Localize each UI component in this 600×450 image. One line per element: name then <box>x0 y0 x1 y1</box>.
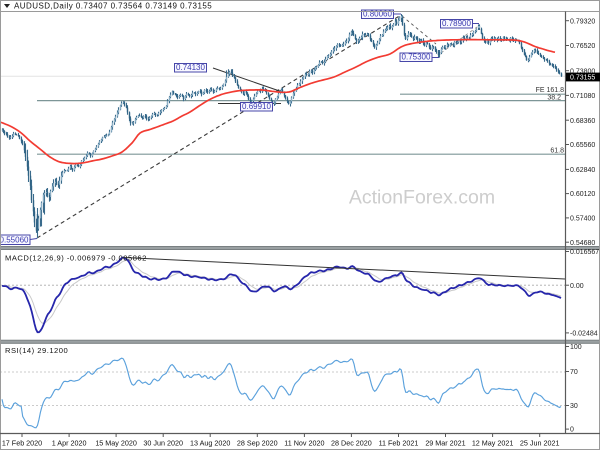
svg-text:0.79320: 0.79320 <box>570 18 595 25</box>
svg-text:70: 70 <box>570 369 578 376</box>
svg-text:25 Jun 2021: 25 Jun 2021 <box>520 439 560 448</box>
svg-text:0.016567: 0.016567 <box>570 249 599 256</box>
svg-text:FE 161.8: FE 161.8 <box>536 87 565 94</box>
svg-text:0.68360: 0.68360 <box>570 118 595 125</box>
svg-text:0.57400: 0.57400 <box>570 216 595 223</box>
svg-text:0.00: 0.00 <box>570 283 584 290</box>
svg-text:11 Feb 2021: 11 Feb 2021 <box>379 439 419 448</box>
svg-text:0.60120: 0.60120 <box>570 191 595 198</box>
svg-text:12 May 2021: 12 May 2021 <box>472 439 514 448</box>
svg-text:100: 100 <box>570 344 582 351</box>
svg-text:ActionForex.com: ActionForex.com <box>349 187 495 209</box>
svg-text:0.75300: 0.75300 <box>402 53 431 62</box>
svg-text:0.71080: 0.71080 <box>570 93 595 100</box>
svg-text:0.65560: 0.65560 <box>570 142 595 149</box>
svg-text:30 Jun 2020: 30 Jun 2020 <box>143 439 183 448</box>
svg-text:1 Apr 2020: 1 Apr 2020 <box>52 439 87 448</box>
svg-text:61.8: 61.8 <box>550 148 564 155</box>
svg-text:13 Aug 2020: 13 Aug 2020 <box>190 439 230 448</box>
svg-text:30: 30 <box>570 403 578 410</box>
svg-text:28 Sep 2020: 28 Sep 2020 <box>237 439 278 448</box>
svg-text:0.78900: 0.78900 <box>442 19 471 28</box>
svg-text:29 Mar 2021: 29 Mar 2021 <box>425 439 465 448</box>
svg-text:15 May 2020: 15 May 2020 <box>95 439 137 448</box>
svg-text:0.74130: 0.74130 <box>176 63 205 72</box>
svg-text:0.76520: 0.76520 <box>570 43 595 50</box>
svg-text:AUDUSD,Daily 0.73407 0.73564: AUDUSD,Daily 0.73407 0.73564 0.73149 0.7… <box>14 2 212 11</box>
svg-text:-0.02484: -0.02484 <box>570 331 598 338</box>
svg-text:0.55060: 0.55060 <box>0 236 29 245</box>
svg-text:MACD(12,26,9) -0.006979 -0.005: MACD(12,26,9) -0.006979 -0.005862 <box>5 254 147 263</box>
svg-text:0.80060: 0.80060 <box>363 10 392 19</box>
svg-text:0.62840: 0.62840 <box>570 167 595 174</box>
svg-text:11 Nov 2020: 11 Nov 2020 <box>284 439 324 448</box>
svg-text:38.2: 38.2 <box>547 94 561 101</box>
svg-text:17 Feb 2020: 17 Feb 2020 <box>2 439 42 448</box>
svg-text:0.69910: 0.69910 <box>242 102 271 111</box>
svg-text:0.54680: 0.54680 <box>570 240 595 247</box>
svg-text:28 Dec 2020: 28 Dec 2020 <box>331 439 372 448</box>
svg-text:0.73155: 0.73155 <box>570 75 595 82</box>
svg-text:RSI(14) 29.1200: RSI(14) 29.1200 <box>5 346 68 355</box>
svg-text:0.73800: 0.73800 <box>570 68 595 75</box>
svg-text:0: 0 <box>570 427 574 434</box>
